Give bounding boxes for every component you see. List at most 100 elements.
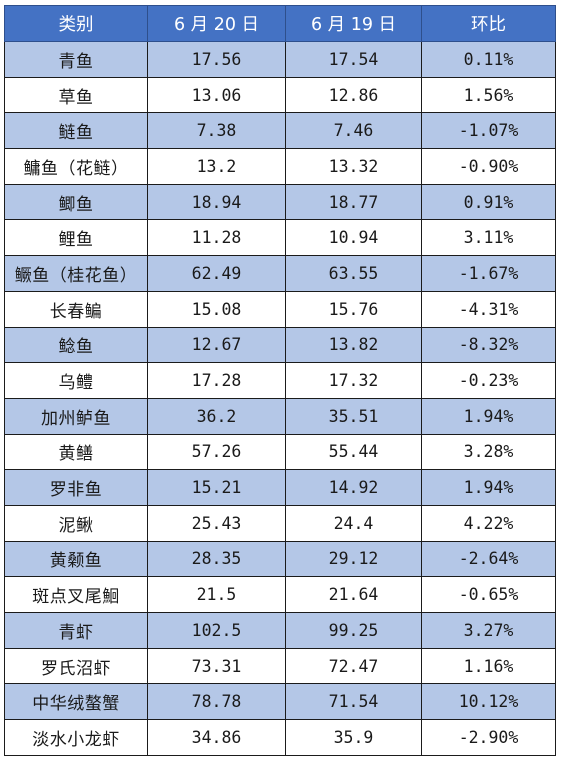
jun19-price-cell: 18.77 — [285, 183, 422, 221]
jun19-price-cell: 72.47 — [285, 647, 422, 685]
table-row: 中华绒螯蟹 78.78 71.54 10.12% — [4, 683, 556, 721]
jun20-price-cell: 13.2 — [147, 148, 286, 185]
header-row: 类别 6 月 20 日 6 月 19 日 环比 — [4, 5, 556, 42]
table-row: 鲢鱼 7.38 7.46 -1.07% — [4, 112, 556, 150]
table-row: 青鱼 17.56 17.54 0.11% — [4, 41, 556, 78]
table-row: 罗氏沼虾 73.31 72.47 1.16% — [4, 647, 556, 685]
table-row: 鲫鱼 18.94 18.77 0.91% — [4, 183, 556, 221]
jun20-price-cell: 78.78 — [147, 683, 286, 721]
table-row: 乌鳢 17.28 17.32 -0.23% — [4, 362, 556, 399]
change-cell: -0.23% — [421, 362, 556, 399]
header-category: 类别 — [4, 5, 148, 42]
table-row: 长春鳊 15.08 15.76 -4.31% — [4, 290, 556, 328]
category-cell: 中华绒螯蟹 — [4, 683, 148, 721]
category-cell: 罗氏沼虾 — [4, 647, 148, 685]
jun20-price-cell: 34.86 — [147, 719, 286, 756]
change-cell: 3.27% — [421, 612, 556, 649]
change-cell: -0.65% — [421, 576, 556, 613]
table-row: 黄颡鱼 28.35 29.12 -2.64% — [4, 540, 556, 578]
category-cell: 罗非鱼 — [4, 469, 148, 506]
change-cell: 0.11% — [421, 41, 556, 78]
jun20-price-cell: 12.67 — [147, 326, 286, 364]
jun20-price-cell: 102.5 — [147, 612, 286, 649]
change-cell: -0.90% — [421, 148, 556, 185]
jun19-price-cell: 15.76 — [285, 290, 422, 328]
jun19-price-cell: 13.32 — [285, 148, 422, 185]
jun20-price-cell: 11.28 — [147, 219, 286, 257]
jun19-price-cell: 35.51 — [285, 397, 422, 435]
header-jun19: 6 月 19 日 — [285, 5, 422, 42]
header-jun20: 6 月 20 日 — [147, 5, 286, 42]
table-row: 泥鳅 25.43 24.4 4.22% — [4, 504, 556, 542]
table-row: 加州鲈鱼 36.2 35.51 1.94% — [4, 397, 556, 435]
change-cell: -2.90% — [421, 719, 556, 756]
table-row: 罗非鱼 15.21 14.92 1.94% — [4, 469, 556, 506]
jun20-price-cell: 57.26 — [147, 433, 286, 471]
jun19-price-cell: 17.54 — [285, 41, 422, 78]
jun20-price-cell: 28.35 — [147, 540, 286, 578]
jun20-price-cell: 25.43 — [147, 504, 286, 542]
jun19-price-cell: 63.55 — [285, 255, 422, 292]
table-row: 斑点叉尾鮰 21.5 21.64 -0.65% — [4, 576, 556, 613]
jun19-price-cell: 35.9 — [285, 719, 422, 756]
jun20-price-cell: 13.06 — [147, 76, 286, 114]
change-cell: -2.64% — [421, 540, 556, 578]
table-row: 草鱼 13.06 12.86 1.56% — [4, 76, 556, 114]
category-cell: 斑点叉尾鮰 — [4, 576, 148, 613]
change-cell: 10.12% — [421, 683, 556, 721]
jun19-price-cell: 17.32 — [285, 362, 422, 399]
table-body: 青鱼 17.56 17.54 0.11% 草鱼 13.06 12.86 1.56% 鲢鱼 7.38… — [4, 41, 556, 756]
change-cell: 1.16% — [421, 647, 556, 685]
category-cell: 鲢鱼 — [4, 112, 148, 150]
jun19-price-cell: 24.4 — [285, 504, 422, 542]
jun20-price-cell: 21.5 — [147, 576, 286, 613]
category-cell: 鲶鱼 — [4, 326, 148, 364]
category-cell: 草鱼 — [4, 76, 148, 114]
category-cell: 黄鳝 — [4, 433, 148, 471]
jun20-price-cell: 17.28 — [147, 362, 286, 399]
table-row: 淡水小龙虾 34.86 35.9 -2.90% — [4, 719, 556, 756]
change-cell: 1.94% — [421, 397, 556, 435]
table-row: 鲤鱼 11.28 10.94 3.11% — [4, 219, 556, 257]
table-row: 黄鳝 57.26 55.44 3.28% — [4, 433, 556, 471]
category-cell: 鲫鱼 — [4, 183, 148, 221]
jun20-price-cell: 62.49 — [147, 255, 286, 292]
category-cell: 鳙鱼（花鲢） — [4, 148, 148, 185]
header-change: 环比 — [421, 5, 556, 42]
change-cell: -4.31% — [421, 290, 556, 328]
jun19-price-cell: 14.92 — [285, 469, 422, 506]
jun19-price-cell: 55.44 — [285, 433, 422, 471]
category-cell: 淡水小龙虾 — [4, 719, 148, 756]
jun19-price-cell: 10.94 — [285, 219, 422, 257]
change-cell: 1.56% — [421, 76, 556, 114]
jun20-price-cell: 18.94 — [147, 183, 286, 221]
change-cell: -1.07% — [421, 112, 556, 150]
change-cell: 4.22% — [421, 504, 556, 542]
category-cell: 鳜鱼（桂花鱼） — [4, 255, 148, 292]
change-cell: 0.91% — [421, 183, 556, 221]
change-cell: -8.32% — [421, 326, 556, 364]
jun19-price-cell: 29.12 — [285, 540, 422, 578]
jun19-price-cell: 7.46 — [285, 112, 422, 150]
table-row: 鳜鱼（桂花鱼） 62.49 63.55 -1.67% — [4, 255, 556, 292]
category-cell: 泥鳅 — [4, 504, 148, 542]
table-row: 鲶鱼 12.67 13.82 -8.32% — [4, 326, 556, 364]
jun20-price-cell: 15.08 — [147, 290, 286, 328]
table-header: 类别 6 月 20 日 6 月 19 日 环比 — [4, 5, 556, 42]
price-table-container: 类别 6 月 20 日 6 月 19 日 环比 青鱼 17.56 17.54 0.11… — [4, 5, 556, 756]
change-cell: 3.28% — [421, 433, 556, 471]
change-cell: 1.94% — [421, 469, 556, 506]
jun20-price-cell: 36.2 — [147, 397, 286, 435]
jun19-price-cell: 71.54 — [285, 683, 422, 721]
category-cell: 加州鲈鱼 — [4, 397, 148, 435]
jun19-price-cell: 21.64 — [285, 576, 422, 613]
table-row: 青虾 102.5 99.25 3.27% — [4, 612, 556, 649]
change-cell: -1.67% — [421, 255, 556, 292]
table-row: 鳙鱼（花鲢） 13.2 13.32 -0.90% — [4, 148, 556, 185]
jun19-price-cell: 99.25 — [285, 612, 422, 649]
category-cell: 青鱼 — [4, 41, 148, 78]
category-cell: 长春鳊 — [4, 290, 148, 328]
jun19-price-cell: 13.82 — [285, 326, 422, 364]
jun19-price-cell: 12.86 — [285, 76, 422, 114]
jun20-price-cell: 73.31 — [147, 647, 286, 685]
